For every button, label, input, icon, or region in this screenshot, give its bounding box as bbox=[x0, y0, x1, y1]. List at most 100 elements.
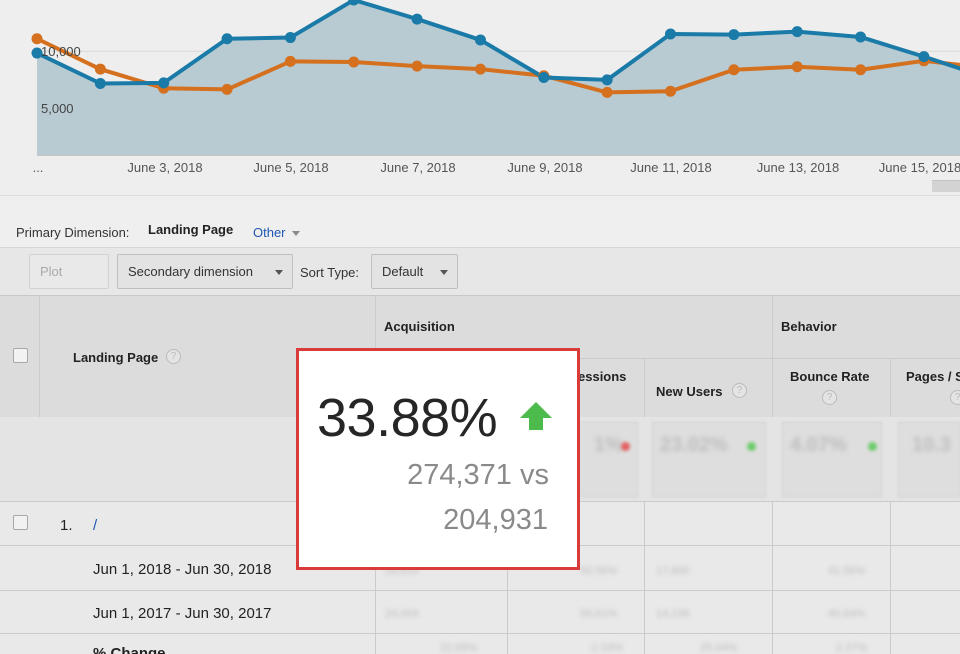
plot-rows-button[interactable]: Plot Rows bbox=[29, 254, 109, 312]
table-toolbar: Plot Rows Secondary dimension Sort Type:… bbox=[0, 247, 960, 312]
dimension-bar: Primary Dimension: Landing Page Other bbox=[0, 195, 960, 247]
data-point[interactable] bbox=[94, 63, 106, 75]
x-tick-label: June 5, 2018 bbox=[253, 160, 329, 175]
chart-scroll-handle[interactable] bbox=[932, 180, 960, 192]
data-point[interactable] bbox=[918, 51, 930, 63]
compare-values-line1: 274,371 vs bbox=[407, 459, 549, 491]
table-cell: 22.65% bbox=[440, 642, 478, 654]
secondary-dimension-label: Secondary dimension bbox=[128, 264, 254, 279]
table-cell: 56.61% bbox=[580, 608, 618, 620]
data-point[interactable] bbox=[348, 56, 360, 68]
row-checkbox[interactable] bbox=[13, 515, 28, 530]
chart-area-fill bbox=[37, 0, 960, 155]
x-tick-label: ... bbox=[32, 160, 44, 175]
data-point[interactable] bbox=[855, 31, 867, 43]
data-point[interactable] bbox=[221, 33, 233, 45]
data-point[interactable] bbox=[665, 28, 676, 40]
sort-type-dropdown[interactable]: Default bbox=[371, 254, 458, 289]
landing-page-link[interactable]: / bbox=[93, 517, 98, 534]
table-cell: -1.03% bbox=[588, 642, 623, 654]
x-tick-label: June 13, 2018 bbox=[756, 160, 840, 175]
chevron-down-icon bbox=[440, 270, 448, 275]
data-point[interactable] bbox=[855, 64, 867, 76]
data-point[interactable] bbox=[791, 61, 803, 73]
y-tick-label-5000: 5,000 bbox=[41, 101, 74, 116]
chevron-down-icon bbox=[275, 270, 283, 275]
data-point[interactable] bbox=[791, 26, 803, 38]
data-point[interactable] bbox=[31, 33, 43, 45]
data-point[interactable] bbox=[411, 60, 423, 72]
data-point[interactable] bbox=[474, 34, 486, 46]
data-point[interactable] bbox=[158, 77, 170, 89]
percent-change-label: % Change bbox=[93, 645, 166, 654]
summary-cell bbox=[782, 422, 882, 497]
summary-sessions-change: 1% bbox=[594, 434, 623, 456]
table-cell: 2.27% bbox=[836, 642, 868, 654]
column-header-new-users[interactable]: New Users bbox=[656, 384, 723, 399]
data-point[interactable] bbox=[538, 72, 550, 83]
column-header-pages-per-session[interactable]: Pages / S bbox=[906, 369, 960, 384]
data-point[interactable] bbox=[348, 0, 360, 6]
summary-bounce-rate-change: 4.07% bbox=[790, 434, 847, 456]
summary-cell bbox=[898, 422, 960, 497]
x-tick-label: June 11, 2018 bbox=[630, 160, 712, 175]
group-header-acquisition: Acquisition bbox=[384, 319, 455, 334]
data-point[interactable] bbox=[31, 47, 43, 59]
summary-pages-change: 10.3 bbox=[912, 434, 951, 456]
summary-cell bbox=[652, 422, 766, 497]
select-all-checkbox[interactable] bbox=[13, 348, 28, 363]
table-cell: 41.56% bbox=[828, 565, 866, 577]
compare-values-line2: 204,931 bbox=[443, 504, 548, 536]
help-icon[interactable]: ? bbox=[166, 349, 181, 364]
x-tick-label: June 7, 2018 bbox=[380, 160, 456, 175]
x-tick-label: June 15, 2018 bbox=[878, 160, 960, 175]
date-range-current: Jun 1, 2018 - Jun 30, 2018 bbox=[93, 561, 272, 578]
table-cell: 17,800 bbox=[656, 565, 690, 577]
row-index: 1. bbox=[60, 517, 73, 534]
data-point[interactable] bbox=[728, 64, 740, 76]
summary-new-users-change: 23.02% bbox=[660, 434, 728, 456]
column-header-bounce-rate[interactable]: Bounce Rate bbox=[790, 369, 870, 384]
x-tick-label: June 9, 2018 bbox=[507, 160, 583, 175]
column-header-landing-page[interactable]: Landing Page bbox=[73, 350, 159, 365]
help-icon[interactable]: ? bbox=[950, 390, 960, 405]
chevron-down-icon[interactable] bbox=[292, 231, 300, 236]
y-tick-label-10000: 10,000 bbox=[41, 44, 81, 59]
data-point[interactable] bbox=[601, 74, 613, 86]
primary-dimension-landing-page[interactable]: Landing Page bbox=[148, 222, 234, 237]
data-point[interactable] bbox=[601, 86, 613, 98]
table-cell: 14,236 bbox=[656, 608, 690, 620]
chart-plot bbox=[31, 0, 960, 156]
table-cell: 25.04% bbox=[700, 642, 738, 654]
column-header-sessions[interactable]: essions bbox=[578, 369, 627, 384]
table-cell: 40.64% bbox=[828, 608, 866, 620]
data-point[interactable] bbox=[284, 55, 296, 67]
arrow-up-icon bbox=[520, 402, 552, 430]
primary-dimension-other-link[interactable]: Other bbox=[253, 225, 286, 240]
up-indicator-icon bbox=[868, 442, 877, 451]
sort-type-value: Default bbox=[382, 264, 424, 279]
sort-type-label: Sort Type: bbox=[300, 265, 360, 280]
data-point[interactable] bbox=[94, 77, 106, 89]
up-indicator-icon bbox=[747, 442, 756, 451]
data-point[interactable] bbox=[474, 63, 486, 75]
data-point[interactable] bbox=[411, 13, 423, 25]
series-line-2 bbox=[36, 36, 960, 95]
highlight-callout: 33.88% 274,371 vs 204,931 bbox=[296, 348, 580, 570]
data-point[interactable] bbox=[665, 85, 676, 97]
data-point[interactable] bbox=[728, 29, 740, 41]
secondary-dimension-dropdown[interactable]: Secondary dimension bbox=[117, 254, 293, 289]
x-tick-label: June 3, 2018 bbox=[127, 160, 203, 175]
primary-dimension-label: Primary Dimension: bbox=[16, 225, 130, 240]
table-cell: 24,003 bbox=[385, 608, 419, 620]
date-range-previous: Jun 1, 2017 - Jun 30, 2017 bbox=[93, 605, 272, 622]
help-icon[interactable]: ? bbox=[822, 390, 837, 405]
data-point[interactable] bbox=[284, 32, 296, 44]
down-indicator-icon bbox=[621, 442, 630, 451]
table-cell: 50.56% bbox=[580, 565, 618, 577]
help-icon[interactable]: ? bbox=[732, 383, 747, 398]
line-chart: 10,000 5,000 ... June 3, 2018 June 5, 20… bbox=[0, 0, 960, 195]
group-header-behavior: Behavior bbox=[781, 319, 837, 334]
percent-change-value: 33.88% bbox=[317, 388, 498, 448]
data-point[interactable] bbox=[221, 83, 233, 95]
